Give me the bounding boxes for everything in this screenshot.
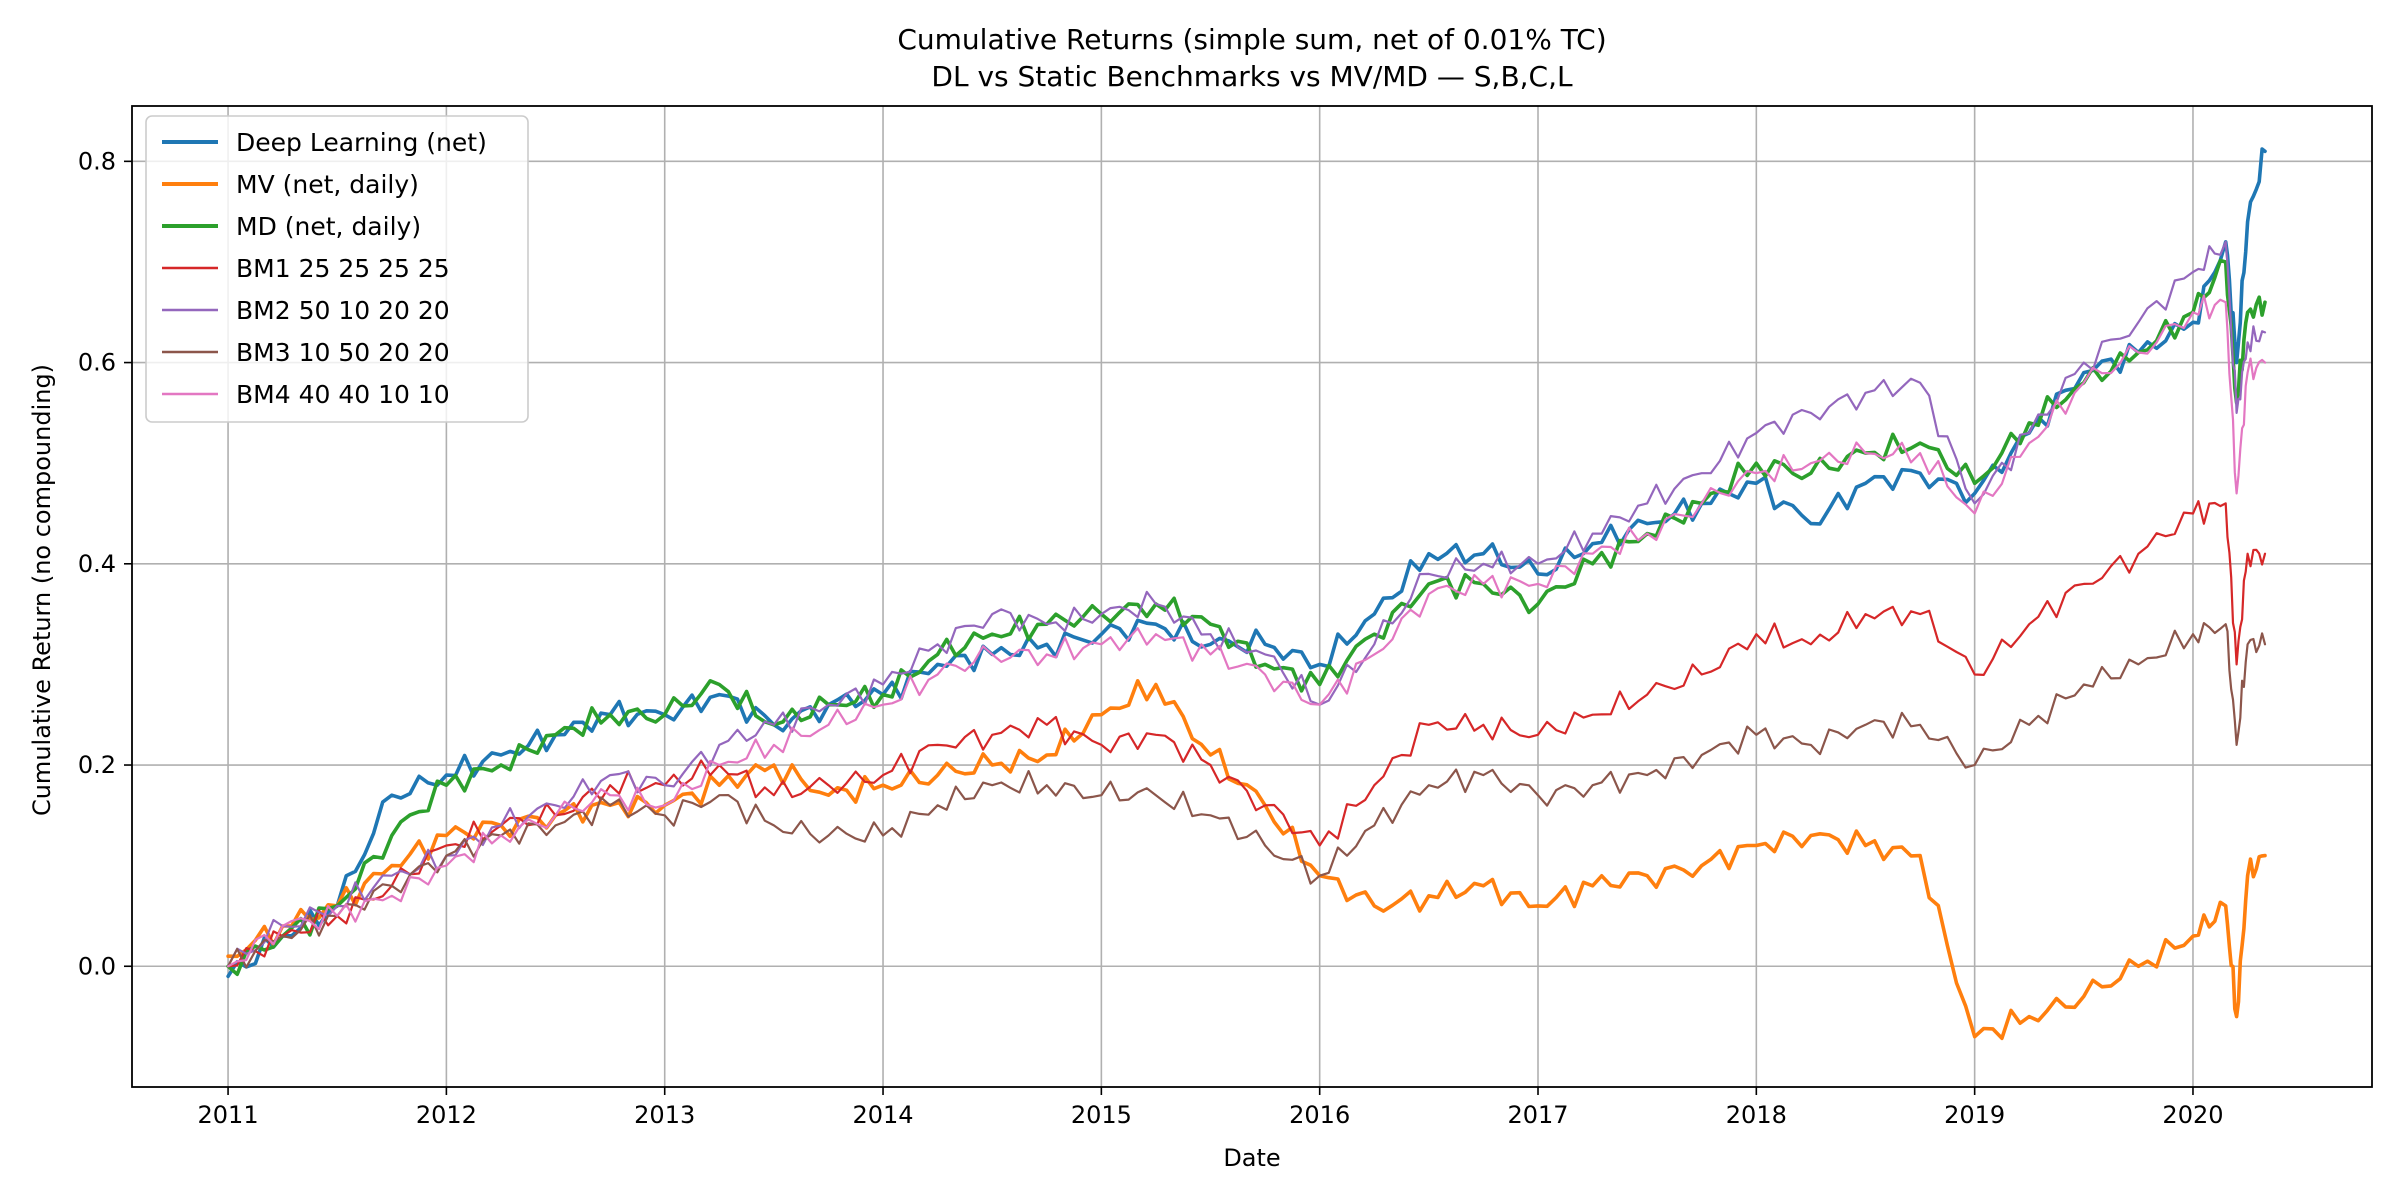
y-tick-label: 0.0 [78, 952, 116, 980]
legend-label: BM1 25 25 25 25 [236, 254, 450, 283]
y-tick-label: 0.4 [78, 550, 116, 578]
series-line-bm2-50-10-20-20 [227, 240, 2267, 968]
x-tick-label: 2014 [852, 1101, 913, 1129]
series-line-deep-learning-net [226, 147, 2267, 979]
series-line-md-net-daily [226, 258, 2267, 977]
legend-label: BM3 10 50 20 20 [236, 338, 450, 367]
x-axis-label: Date [1223, 1144, 1280, 1172]
y-tick-label: 0.2 [78, 751, 116, 779]
x-tick-label: 2015 [1071, 1101, 1132, 1129]
y-tick-label: 0.6 [78, 349, 116, 377]
legend-label: MV (net, daily) [236, 170, 419, 199]
y-axis-label: Cumulative Return (no compounding) [28, 364, 56, 816]
x-tick-label: 2013 [634, 1101, 695, 1129]
legend: Deep Learning (net) MV (net, daily) MD (ne… [145, 115, 529, 423]
x-tick-label: 2016 [1289, 1101, 1350, 1129]
y-tick-label: 0.8 [78, 147, 116, 175]
legend-label: Deep Learning (net) [236, 128, 487, 157]
chart-subtitle: DL vs Static Benchmarks vs MV/MD — S,B,C… [931, 60, 1573, 93]
x-tick-label: 2020 [2162, 1101, 2223, 1129]
legend-label: MD (net, daily) [236, 212, 421, 241]
series-line-bm3-10-50-20-20 [227, 621, 2267, 969]
axis-ticks: 2011 2012 2013 2014 2015 2016 2017 2018 2019 2020… [78, 147, 2224, 1129]
x-tick-label: 2011 [198, 1101, 259, 1129]
legend-box [145, 115, 529, 423]
legend-label: BM4 40 40 10 10 [236, 380, 450, 409]
x-tick-label: 2012 [416, 1101, 477, 1129]
series-lines [226, 147, 2267, 1041]
legend-label: BM2 50 10 20 20 [236, 296, 450, 325]
x-tick-label: 2018 [1726, 1101, 1787, 1129]
x-tick-label: 2019 [1944, 1101, 2005, 1129]
x-tick-label: 2017 [1507, 1101, 1568, 1129]
chart-title: Cumulative Returns (simple sum, net of 0… [897, 23, 1606, 56]
plot-frame [131, 105, 2373, 1088]
series-line-bm4-40-40-10-10 [227, 294, 2267, 968]
series-line-bm1-25-25-25-25 [227, 500, 2267, 968]
